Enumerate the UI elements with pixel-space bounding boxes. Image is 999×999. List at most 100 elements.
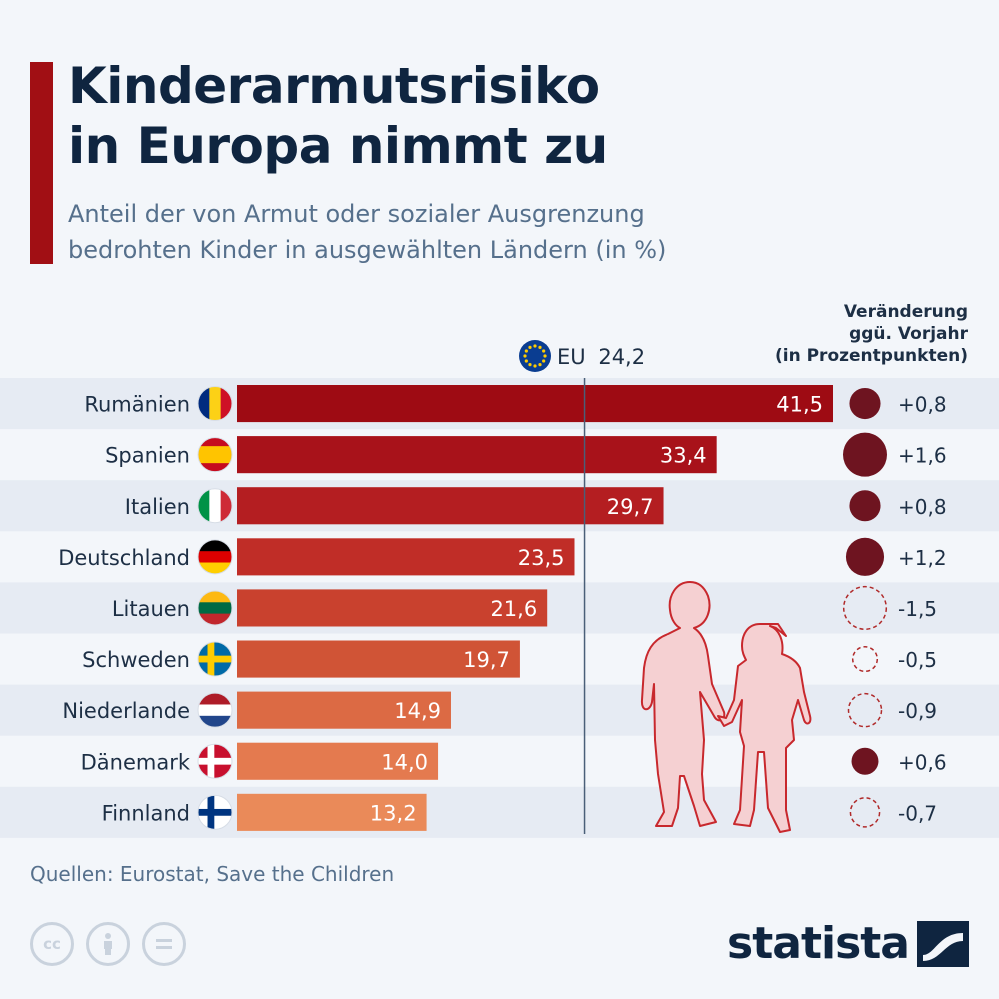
change-label: +0,8 [898, 393, 947, 417]
eu-label-text: EU [557, 345, 586, 369]
eu-star [533, 364, 537, 368]
chart-title: Kinderarmutsrisiko in Europa nimmt zu [68, 56, 608, 176]
country-label: Deutschland [58, 546, 190, 570]
statista-logo[interactable]: statista [727, 918, 969, 969]
license-icons: cc [30, 922, 186, 966]
children-silhouette-illustration [640, 581, 812, 833]
change-label: -1,5 [898, 597, 937, 621]
value-label: 33,4 [660, 444, 707, 468]
bar-row: Litauen 21,6 -1,5 [112, 585, 937, 631]
country-flag-icon [197, 641, 233, 677]
bar [237, 640, 520, 678]
change-label: -0,7 [898, 801, 937, 825]
country-flag-icon [197, 488, 233, 524]
change-label: +1,2 [898, 546, 947, 570]
change-bubble [849, 387, 881, 420]
eu-label: EU 24,2 [557, 345, 645, 369]
eu-star [523, 354, 527, 358]
eu-star [524, 349, 528, 353]
bar-rows: Rumänien 41,5 +0,8 Spanien 33,4 +1,6 Italien 29… [58, 385, 947, 831]
bar [237, 487, 664, 525]
country-label: Niederlande [62, 699, 190, 723]
country-label: Rumänien [84, 393, 190, 417]
country-label: Litauen [112, 597, 190, 621]
country-flag-icon [197, 539, 233, 575]
equals-icon [156, 939, 172, 949]
change-header-line2: ggü. Vorjahr [849, 324, 969, 344]
attribution-icon[interactable] [86, 922, 130, 966]
eu-flag-icon [519, 340, 551, 372]
change-bubble [845, 537, 885, 576]
source-note: Quellen: Eurostat, Save the Children [30, 862, 395, 886]
change-header-line3: (in Prozentpunkten) [775, 346, 968, 366]
eu-star [533, 344, 537, 348]
bar-row: Dänemark 14,0 +0,6 [81, 742, 947, 780]
title-accent-bar [30, 62, 53, 264]
boy-silhouette [640, 581, 726, 827]
eu-stars [523, 344, 547, 368]
bar-row: Deutschland 23,5 +1,2 [58, 537, 947, 576]
country-label: Dänemark [81, 750, 191, 774]
value-label: 41,5 [776, 393, 823, 417]
girl-silhouette [717, 623, 812, 833]
bar-row: Italien 29,7 +0,8 [125, 487, 947, 525]
cc-icon[interactable]: cc [30, 922, 74, 966]
bar [237, 538, 575, 576]
change-bubble [851, 747, 879, 775]
country-flag-icon [197, 386, 233, 422]
bar [237, 385, 833, 423]
chart-title-line2: in Europa nimmt zu [68, 117, 608, 175]
change-bubble [842, 585, 888, 631]
country-label: Finnland [102, 801, 190, 825]
eu-star [528, 345, 532, 349]
country-flag-icon [197, 437, 233, 473]
change-bubble [847, 692, 883, 728]
bar-row: Rumänien 41,5 +0,8 [84, 385, 947, 423]
country-label: Schweden [82, 648, 190, 672]
country-flag-icon [197, 743, 233, 779]
eu-star [542, 359, 546, 363]
statista-logo-icon [917, 920, 969, 967]
change-bubble [851, 646, 879, 673]
eu-reference-label: EU 24,2 [519, 340, 645, 372]
row-band [0, 684, 999, 736]
change-bubble [849, 797, 881, 828]
eu-star [543, 354, 547, 358]
no-derivatives-icon[interactable] [142, 922, 186, 966]
eu-star [538, 345, 542, 349]
chart-subtitle-line1: Anteil der von Armut oder sozialer Ausgr… [68, 200, 645, 228]
change-label: -0,5 [898, 648, 937, 672]
bar [237, 793, 427, 831]
bar [237, 436, 717, 474]
country-flag-icon [197, 590, 233, 626]
brand-name: statista [727, 918, 910, 969]
bar [237, 589, 548, 627]
country-label: Italien [125, 495, 190, 519]
bar [237, 742, 439, 780]
change-bubble [843, 432, 887, 477]
chart-title-line1: Kinderarmutsrisiko [68, 57, 600, 115]
chart-subtitle-line2: bedrohten Kinder in ausgewählten Ländern… [68, 236, 667, 264]
value-label: 29,7 [607, 495, 654, 519]
change-label: -0,9 [898, 699, 937, 723]
person-icon [104, 933, 112, 955]
change-bubble [849, 490, 881, 522]
change-label: +1,6 [898, 444, 947, 468]
bar-row: Finnland 13,2 -0,7 [102, 793, 937, 831]
bar-row: Niederlande 14,9 -0,9 [62, 691, 937, 729]
value-label: 14,9 [394, 699, 441, 723]
eu-star [542, 349, 546, 353]
change-header: Veränderung ggü. Vorjahr (in Prozentpunk… [775, 302, 969, 366]
eu-star [524, 359, 528, 363]
country-label: Spanien [105, 444, 190, 468]
chart-subtitle: Anteil der von Armut oder sozialer Ausgr… [68, 196, 666, 268]
bar [237, 691, 451, 729]
eu-star [528, 363, 532, 367]
bar-row: Spanien 33,4 +1,6 [105, 432, 947, 477]
bar-row: Schweden 19,7 -0,5 [82, 640, 937, 678]
change-label: +0,6 [898, 750, 947, 774]
value-label: 13,2 [370, 801, 417, 825]
value-label: 21,6 [490, 597, 537, 621]
value-label: 23,5 [518, 546, 565, 570]
